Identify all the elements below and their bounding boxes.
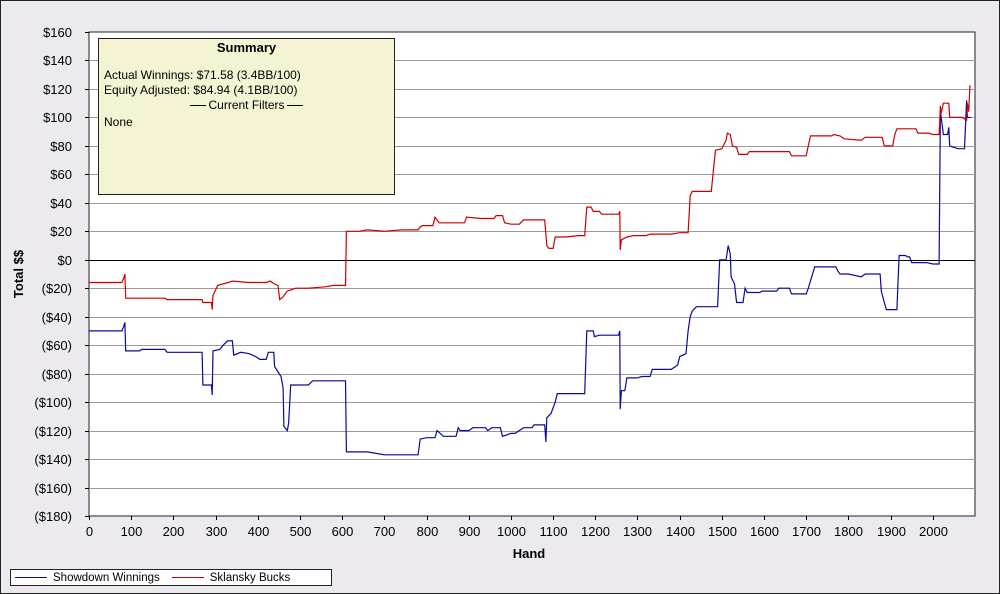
- legend-item-showdown-winnings: Showdown Winnings: [11, 572, 160, 584]
- x-tick-label: 500: [290, 524, 312, 539]
- x-tick-label: 700: [374, 524, 396, 539]
- y-tick-label: $140: [43, 53, 72, 68]
- x-tick-label: 1300: [623, 524, 652, 539]
- chart-legend: Showdown Winnings Sklansky Bucks: [10, 569, 332, 586]
- filters-rule-left: [190, 104, 207, 106]
- x-tick-label: 100: [121, 524, 143, 539]
- series-lines: [89, 85, 971, 456]
- legend-swatch-sklansky-bucks: [171, 577, 204, 578]
- filters-rule-right: [286, 104, 303, 106]
- legend-label-sklansky-bucks: Sklansky Bucks: [209, 571, 291, 584]
- x-tick-label: 900: [459, 524, 481, 539]
- grid-lines: [89, 60, 975, 489]
- y-tick-label: ($20): [42, 281, 72, 296]
- current-filters-label: Current Filters: [208, 98, 285, 112]
- y-tick-label: ($120): [34, 424, 72, 439]
- y-tick-label: $20: [50, 224, 72, 239]
- x-tick-label: 400: [248, 524, 270, 539]
- y-tick-label: $100: [43, 110, 72, 125]
- summary-title: Summary: [216, 40, 277, 55]
- y-tick-label: ($140): [34, 452, 72, 467]
- y-axis-title: Total $$: [11, 249, 26, 298]
- y-tick-label: $160: [43, 25, 72, 40]
- equity-adjusted-text: Equity Adjusted: $84.94 (4.1BB/100): [104, 83, 298, 97]
- x-axis-title: Hand: [513, 546, 546, 561]
- y-tick-label: ($160): [34, 481, 72, 496]
- x-tick-label: 800: [417, 524, 439, 539]
- y-tick-label: ($60): [42, 338, 72, 353]
- x-tick-label: 600: [332, 524, 354, 539]
- x-tick-label: 1600: [750, 524, 779, 539]
- y-tick-label: ($40): [42, 310, 72, 325]
- x-tick-label: 1700: [792, 524, 821, 539]
- current-filters-heading: Current Filters: [99, 98, 394, 112]
- legend-item-sklansky-bucks: Sklansky Bucks: [168, 571, 291, 584]
- actual-winnings-text: Actual Winnings: $71.58 (3.4BB/100): [104, 68, 301, 82]
- x-tick-label: 1500: [708, 524, 737, 539]
- x-tick-label: 1200: [581, 524, 610, 539]
- y-tick-label: $0: [58, 253, 72, 268]
- axis-ticks: $160 $140 $120 $100 $80 $60 $40 $20 $0 ($20) ($40)…: [34, 25, 948, 539]
- x-tick-label: 0: [86, 524, 93, 539]
- y-tick-label: $60: [50, 167, 72, 182]
- legend-label-showdown-winnings: Showdown Winnings: [53, 571, 160, 584]
- showdown-winnings-line: [89, 100, 971, 456]
- legend-swatch-showdown-winnings: [15, 577, 47, 578]
- x-tick-label: 1100: [540, 524, 568, 539]
- summary-panel: Summary Actual Winnings: $71.58 (3.4BB/1…: [98, 38, 395, 195]
- filters-value-text: None: [104, 115, 133, 129]
- x-tick-label: 1000: [497, 524, 526, 539]
- y-tick-label: ($80): [42, 367, 72, 382]
- y-tick-label: $120: [43, 82, 72, 97]
- y-tick-label: $40: [50, 196, 72, 211]
- x-tick-label: 300: [206, 524, 228, 539]
- x-tick-label: 1400: [666, 524, 695, 539]
- y-tick-label: $80: [50, 139, 72, 154]
- x-tick-label: 1800: [834, 524, 863, 539]
- x-tick-label: 200: [163, 524, 185, 539]
- y-tick-label: ($100): [34, 395, 72, 410]
- sklansky-bucks-line: [89, 85, 971, 310]
- x-tick-label: 2000: [919, 524, 948, 539]
- y-tick-label: ($180): [34, 509, 72, 524]
- x-tick-label: 1900: [877, 524, 906, 539]
